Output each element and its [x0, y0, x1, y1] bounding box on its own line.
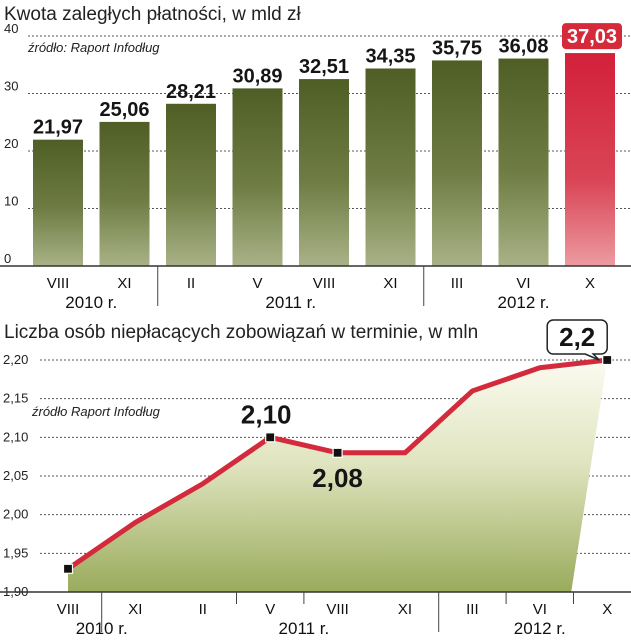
bar-value-label: 21,97	[33, 117, 83, 139]
bar-year-label: 2012 r.	[498, 293, 550, 312]
line-chart-source: źródło Raport Infodług	[31, 404, 161, 419]
line-year-label: 2010 r.	[76, 619, 128, 638]
bar-y-tick-label: 10	[4, 194, 18, 209]
bar	[498, 58, 549, 266]
bar-value-label: 28,21	[166, 81, 216, 103]
line-x-tick-label: II	[199, 601, 207, 618]
line-y-tick-label: 2,15	[3, 391, 28, 406]
bar-x-tick-label: V	[252, 275, 262, 292]
bar-chart-title: Kwota zaległych płatności, w mld zł	[4, 4, 302, 25]
bar	[432, 60, 482, 266]
bar-y-tick-label: 30	[4, 79, 18, 94]
bar-value-label: 36,08	[498, 36, 548, 58]
line-x-tick-label: VIII	[57, 601, 80, 618]
bar	[232, 88, 283, 266]
bar-year-label: 2011 r.	[265, 293, 316, 312]
line-y-tick-label: 1,95	[3, 545, 28, 560]
line-markers	[62, 354, 613, 574]
line-marker	[265, 432, 276, 443]
line-x-tick-label: VIII	[326, 601, 349, 618]
bar-x-tick-label: VIII	[313, 275, 336, 292]
bar-highlight	[565, 53, 615, 266]
line-y-axis: 1,901,952,002,052,102,152,20	[3, 352, 28, 599]
bar-chart-source: źródło: Raport Infodług	[27, 40, 160, 55]
line-x-tick-label: VI	[533, 601, 547, 618]
line-year-label: 2011 r.	[279, 619, 330, 638]
bar-series: 21,97 25,06 28,21 30,89 32,51 34,35 35,75 36,08…	[33, 23, 622, 266]
line-marker	[62, 563, 74, 574]
bar-value-label: 32,51	[299, 56, 349, 78]
line-callout-label: 2,08	[312, 463, 363, 493]
line-callout-label: 2,10	[241, 399, 292, 429]
bar	[365, 68, 416, 266]
line-area-fill	[68, 360, 608, 592]
line-x-tick-label: XI	[398, 601, 412, 618]
bar-x-tick-label: XI	[383, 275, 397, 292]
bar-value-label: 34,35	[365, 45, 415, 67]
line-year-label: 2012 r.	[514, 619, 566, 638]
bar-value-label-bg	[562, 23, 622, 50]
line-callout-box	[546, 319, 608, 361]
bar	[299, 79, 349, 266]
bar-x-tick-label: XI	[117, 275, 131, 292]
line-y-tick-label: 2,10	[3, 429, 28, 444]
bar-year-label: 2010 r.	[65, 293, 117, 312]
line-x-axis: VIII XI II V VIII XI III VI X 2010 r. 2011 r. 2012 …	[0, 591, 631, 638]
line-marker	[602, 354, 613, 366]
bar-value-label: 30,89	[232, 65, 282, 87]
bar-x-tick-label: VIII	[47, 275, 70, 292]
line-y-tick-label: 2,00	[3, 507, 28, 522]
line-y-tick-label: 2,05	[3, 468, 28, 483]
bar	[99, 121, 150, 266]
bar-x-tick-label: III	[451, 275, 464, 292]
line-x-tick-label: X	[602, 601, 612, 618]
line-x-tick-label: V	[265, 601, 275, 618]
bar-y-tick-label: 40	[4, 21, 18, 36]
bar-y-tick-label: 0	[4, 251, 11, 266]
line-chart-title: Liczba osób niepłacących zobowiązań w te…	[4, 322, 478, 343]
line-y-tick-label: 2,20	[3, 352, 28, 367]
bar-y-axis: 0 10 20 30 40	[4, 21, 18, 266]
line-x-tick-label: III	[466, 601, 479, 618]
line-callout-label: 2,2	[559, 322, 595, 352]
bar-value-label: 37,03	[567, 26, 617, 48]
bar	[166, 103, 216, 266]
bar-value-label: 35,75	[432, 37, 482, 59]
bar-value-label: 25,06	[99, 99, 149, 121]
bar-y-tick-label: 20	[4, 136, 18, 151]
line-marker	[332, 447, 343, 458]
bar	[33, 139, 83, 266]
bar-x-tick-label: VI	[516, 275, 530, 292]
line-x-tick-label: XI	[128, 601, 142, 618]
bar-x-tick-label: II	[187, 275, 195, 292]
bar-x-axis: VIII XI II V VIII XI III VI X 2010 r. 2011 r. 2012 …	[0, 265, 631, 312]
bar-x-tick-label: X	[585, 275, 595, 292]
line-callouts: 2,10 2,08 2,2	[241, 319, 608, 493]
